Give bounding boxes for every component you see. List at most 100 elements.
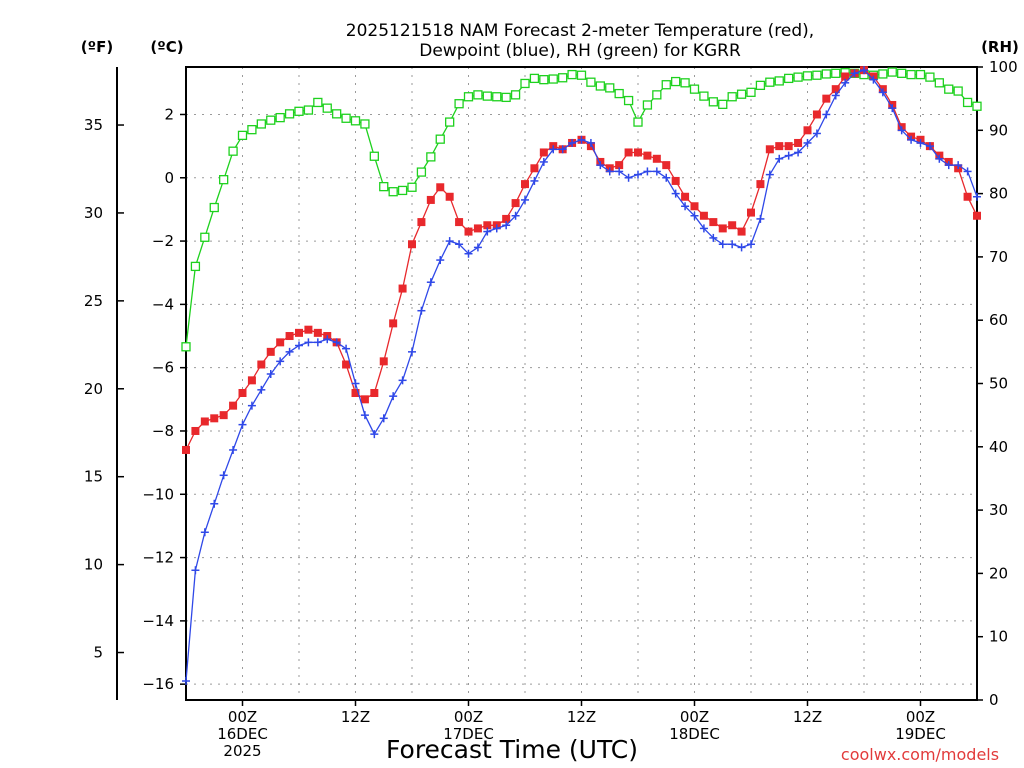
x-tick-label: 17DEC — [443, 725, 494, 743]
dewpoint-point — [539, 157, 548, 166]
chart-title-line-2: Dewpoint (blue), RH (green) for KGRR — [419, 41, 741, 61]
fahrenheit-tick-label: 10 — [84, 556, 103, 574]
fahrenheit-tick-label: 20 — [84, 380, 103, 398]
temperature-point — [963, 192, 972, 201]
temperature-point — [436, 183, 445, 192]
temperature-point — [210, 414, 219, 423]
rh-point — [680, 78, 690, 88]
dewpoint-point — [888, 104, 897, 113]
temperature-point — [455, 218, 464, 227]
dewpoint-point — [417, 306, 426, 315]
rh-tick-label: 50 — [989, 375, 1008, 393]
temperature-point — [426, 195, 435, 204]
rh-point — [671, 76, 681, 87]
rh-point — [878, 69, 888, 79]
dewpoint-point — [643, 167, 652, 176]
dewpoint-point — [831, 91, 840, 100]
rh-point — [699, 91, 709, 101]
temperature-point — [313, 328, 322, 337]
temperature-point — [473, 224, 482, 233]
dewpoint-point — [662, 173, 671, 182]
dewpoint-point — [944, 161, 953, 170]
temperature-point — [765, 145, 774, 154]
dewpoint-point — [775, 154, 784, 163]
temperature-point — [794, 138, 803, 147]
dewpoint-point — [182, 677, 190, 686]
rh-point — [812, 70, 822, 80]
plot-border — [185, 66, 978, 701]
dewpoint-point — [473, 243, 482, 252]
rh-point — [539, 75, 549, 85]
rh-point — [501, 92, 511, 103]
rh-point — [944, 84, 954, 94]
rh-point — [332, 109, 342, 119]
dewpoint-point — [304, 338, 313, 347]
rh-point — [237, 130, 248, 141]
dewpoint-point — [200, 528, 209, 537]
celsius-tick-label: −4 — [152, 295, 174, 313]
dewpoint-point — [389, 392, 398, 401]
rh-point — [313, 97, 323, 108]
rh-point — [350, 116, 361, 126]
rh-point — [558, 73, 568, 83]
temperature-point — [784, 142, 793, 151]
celsius-tick-label: −2 — [152, 232, 174, 250]
rh-point — [482, 91, 492, 101]
credit-text: coolwx.com/models — [841, 745, 999, 764]
rh-point — [774, 76, 784, 86]
dewpoint-point — [925, 142, 934, 151]
rh-point — [435, 134, 445, 144]
rh-point — [463, 92, 474, 102]
temperature-point — [737, 227, 746, 236]
rh-point — [802, 71, 813, 81]
dewpoint-point — [295, 341, 303, 350]
celsius-tick-label: 2 — [164, 105, 174, 123]
temperature-point — [973, 211, 981, 220]
rh-point — [595, 81, 605, 91]
rh-point — [322, 103, 332, 113]
celsius-unit-label: (ºC) — [150, 38, 183, 56]
dewpoint-point — [568, 138, 577, 147]
temperature-point — [530, 164, 539, 173]
dewpoint-point — [747, 240, 755, 249]
dewpoint-point — [276, 357, 285, 366]
rh-tick-label: 100 — [989, 58, 1018, 76]
rh-point — [548, 74, 558, 84]
chart-title: 2025121518 NAM Forecast 2-meter Temperat… — [346, 21, 814, 61]
rh-point — [831, 68, 841, 78]
temperature-point — [803, 126, 812, 135]
dewpoint-point — [963, 167, 972, 176]
x-tick-label: 18DEC — [669, 725, 720, 743]
rh-point — [953, 86, 963, 96]
x-tick-label: 16DEC — [217, 725, 268, 743]
rh-point — [755, 80, 766, 91]
temperature-point — [747, 208, 755, 217]
rh-point — [219, 175, 229, 185]
dewpoint-point — [709, 233, 718, 242]
dewpoint-point — [492, 224, 501, 233]
dewpoint-point — [426, 278, 435, 287]
dewpoint-point — [342, 344, 351, 353]
x-tick-label: 12Z — [567, 708, 596, 726]
rh-point — [397, 185, 408, 196]
dewpoint-point — [445, 237, 454, 246]
temperature-point — [699, 211, 708, 220]
dewpoint-point — [521, 195, 529, 204]
temperature-point — [812, 110, 821, 119]
rh-point — [360, 119, 370, 129]
dewpoint-point — [596, 161, 605, 170]
rh-point — [181, 342, 191, 352]
temperature-point — [360, 395, 369, 404]
rh-point — [736, 89, 747, 99]
dewpoint-point — [624, 173, 633, 182]
temperature-point — [276, 338, 285, 347]
dewpoint-point — [822, 110, 831, 119]
temperature-point — [408, 240, 416, 249]
temperature-point — [285, 332, 294, 341]
rh-tick-label: 40 — [989, 438, 1008, 456]
dewpoint-point — [935, 154, 944, 163]
dewpoint-point — [916, 138, 925, 147]
rh-point — [284, 109, 295, 119]
temperature-point — [511, 199, 520, 208]
